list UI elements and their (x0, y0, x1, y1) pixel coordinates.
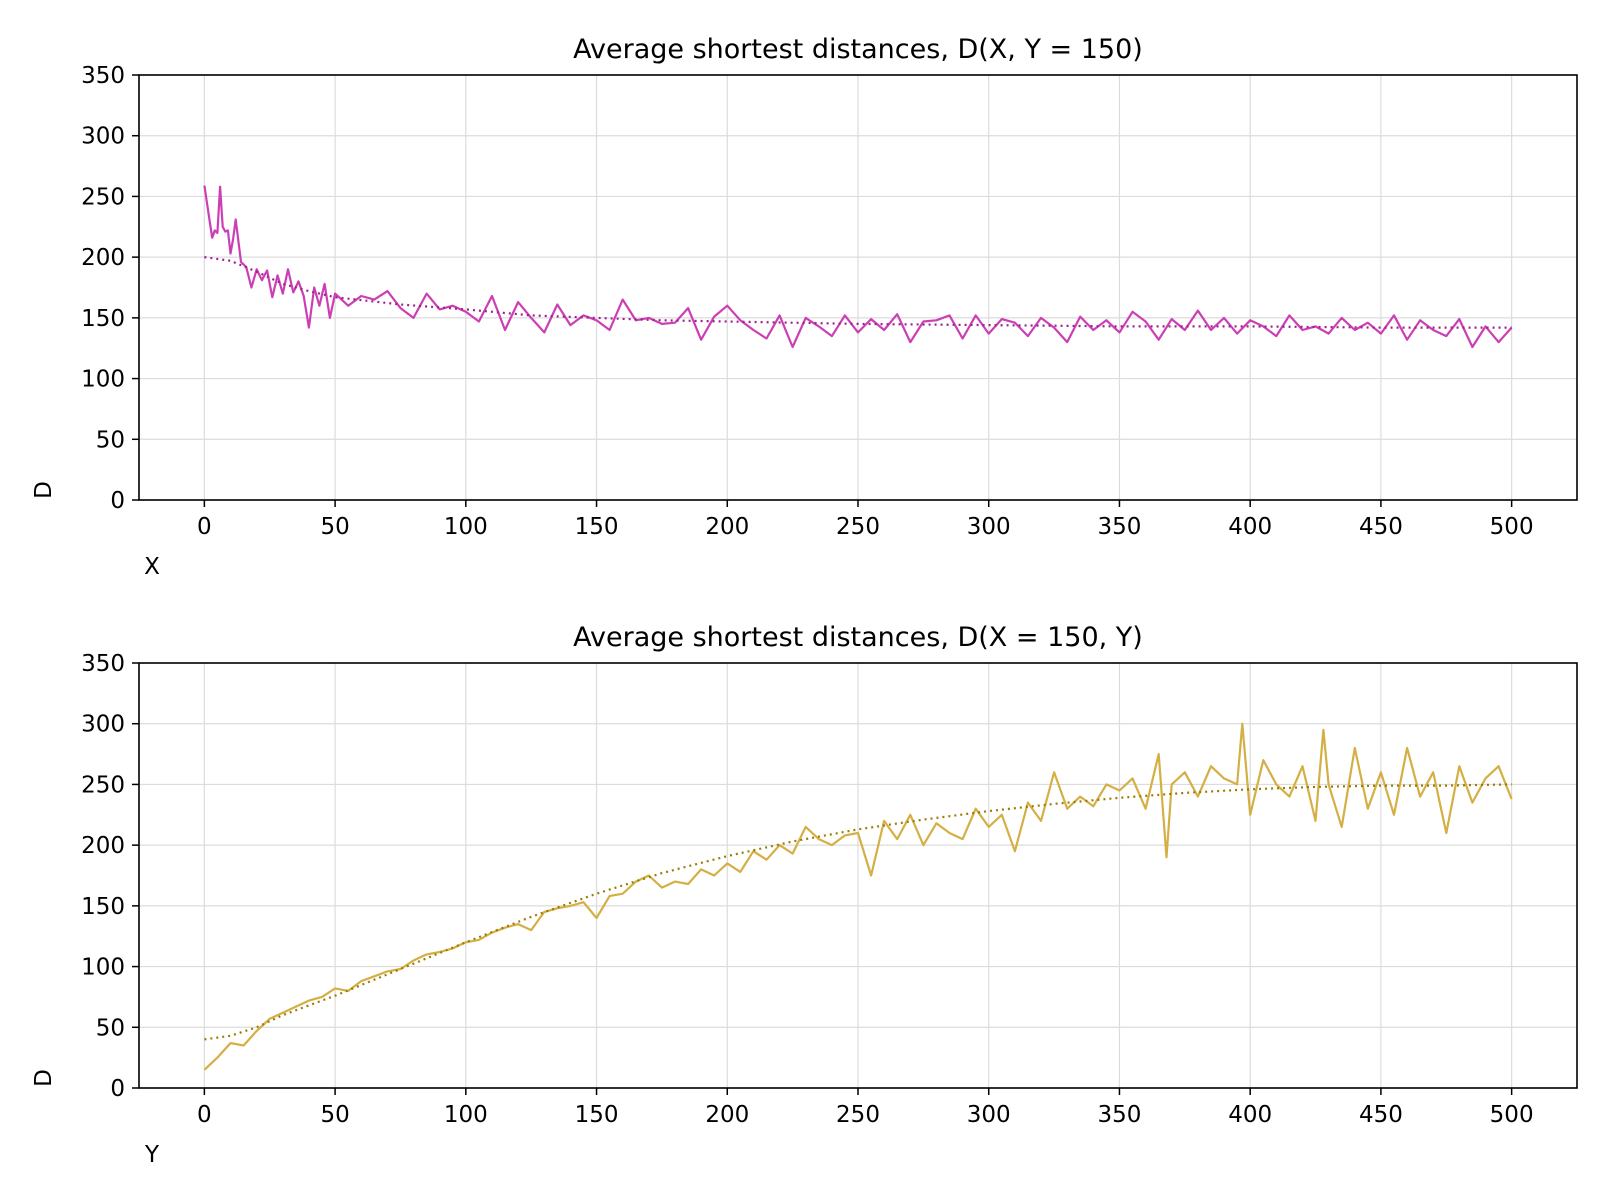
x-tick-label: 250 (836, 514, 880, 540)
x-tick-label: 100 (444, 1102, 488, 1128)
y-tick-label: 250 (81, 184, 125, 210)
x-axis-label: X (144, 554, 160, 580)
y-tick-label: 50 (96, 427, 125, 453)
chart-title: Average shortest distances, D(X, Y = 150… (573, 34, 1143, 65)
x-tick-label: 500 (1490, 514, 1534, 540)
x-tick-label: 50 (320, 1102, 349, 1128)
y-tick-label: 350 (81, 651, 125, 677)
x-tick-label: 200 (705, 1102, 749, 1128)
trend-line-2 (204, 783, 1512, 1041)
data-line-2 (203, 722, 1513, 1071)
chart-panel-2: 0 50 100 150 200 250 300 350 400 450 500 0 50 100 150 2… (31, 622, 1578, 1168)
y-tick-label: 100 (81, 367, 125, 393)
y-tick-label: 300 (81, 712, 125, 738)
trend-line-1 (204, 256, 1512, 329)
x-tick-label: 400 (1228, 514, 1272, 540)
y-axis-label: D (31, 1069, 57, 1087)
x-tick-label: 50 (320, 514, 349, 540)
y-axis-label: D (31, 481, 57, 499)
x-tick-label: 300 (967, 514, 1011, 540)
y-tick-label: 0 (110, 488, 125, 514)
x-tick-label: 0 (197, 1102, 212, 1128)
x-tick-label: 450 (1359, 514, 1403, 540)
data-line-1 (203, 185, 1513, 349)
x-tick-label: 150 (575, 514, 619, 540)
x-tick-label: 400 (1228, 1102, 1272, 1128)
chart-panel-1: 0 50 100 150 200 250 300 350 400 450 500 0 50 100 150 2… (31, 34, 1578, 580)
y-tick-label: 50 (96, 1015, 125, 1041)
y-tick-label: 350 (81, 63, 125, 89)
x-tick-label: 450 (1359, 1102, 1403, 1128)
x-tick-label: 250 (836, 1102, 880, 1128)
y-tick-label: 200 (81, 245, 125, 271)
x-tick-label: 300 (967, 1102, 1011, 1128)
x-tick-label: 350 (1098, 514, 1142, 540)
x-tick-label: 200 (705, 514, 749, 540)
y-tick-label: 250 (81, 772, 125, 798)
x-axis-label: Y (144, 1142, 160, 1168)
y-tick-label: 0 (110, 1076, 125, 1102)
x-tick-label: 0 (197, 514, 212, 540)
y-tick-label: 200 (81, 833, 125, 859)
x-tick-label: 350 (1098, 1102, 1142, 1128)
y-tick-label: 150 (81, 306, 125, 332)
x-tick-label: 500 (1490, 1102, 1534, 1128)
y-tick-label: 300 (81, 124, 125, 150)
x-tick-label: 150 (575, 1102, 619, 1128)
y-tick-label: 100 (81, 955, 125, 981)
y-tick-label: 150 (81, 894, 125, 920)
x-tick-label: 100 (444, 514, 488, 540)
chart-title: Average shortest distances, D(X = 150, Y… (573, 622, 1143, 653)
